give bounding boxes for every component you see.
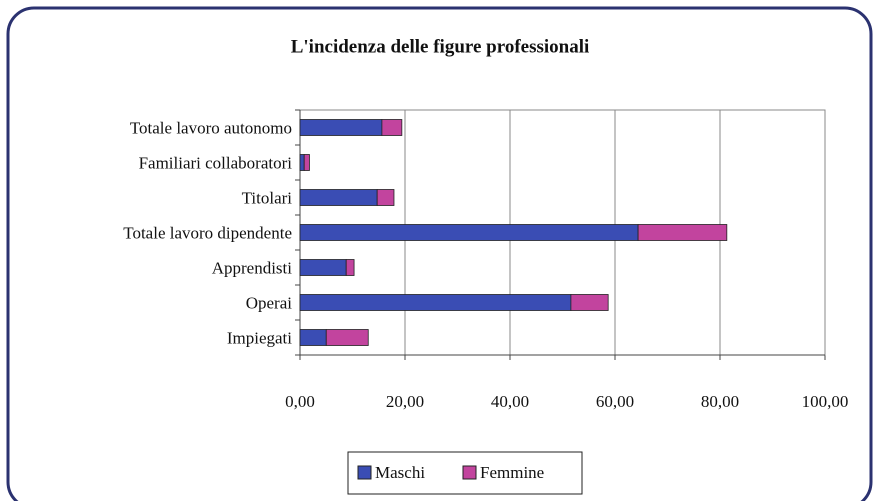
bar [325, 329, 369, 346]
bar [303, 154, 310, 171]
x-tick-label: 20,00 [386, 392, 424, 411]
y-tick-label: Titolari [242, 188, 293, 207]
legend-label: Maschi [375, 463, 425, 482]
legend-swatch [357, 465, 372, 480]
bar [299, 119, 383, 136]
bar [570, 294, 609, 311]
bar [376, 189, 395, 206]
bar [299, 154, 305, 171]
bar [299, 224, 639, 241]
x-tick-label: 40,00 [491, 392, 529, 411]
bar [299, 294, 572, 311]
x-tick-label: 60,00 [596, 392, 634, 411]
x-tick-label: 100,00 [802, 392, 849, 411]
legend-swatch [462, 465, 477, 480]
y-tick-label: Familiari collaboratori [139, 153, 293, 172]
y-tick-label: Impiegati [227, 328, 292, 347]
y-tick-label: Operai [246, 293, 293, 312]
legend-label: Femmine [480, 463, 544, 482]
frame [6, 6, 873, 501]
chart-title: L'incidenza delle figure professionali [291, 36, 590, 57]
bar [637, 224, 728, 241]
bar [381, 119, 403, 136]
bar [299, 329, 327, 346]
x-tick-label: 80,00 [701, 392, 739, 411]
x-tick-label: 0,00 [285, 392, 315, 411]
y-tick-label: Totale lavoro dipendente [123, 223, 292, 242]
y-tick-label: Totale lavoro autonomo [130, 118, 292, 137]
bar [345, 259, 355, 276]
bar [299, 189, 378, 206]
bar [299, 259, 347, 276]
y-tick-label: Apprendisti [212, 258, 293, 277]
